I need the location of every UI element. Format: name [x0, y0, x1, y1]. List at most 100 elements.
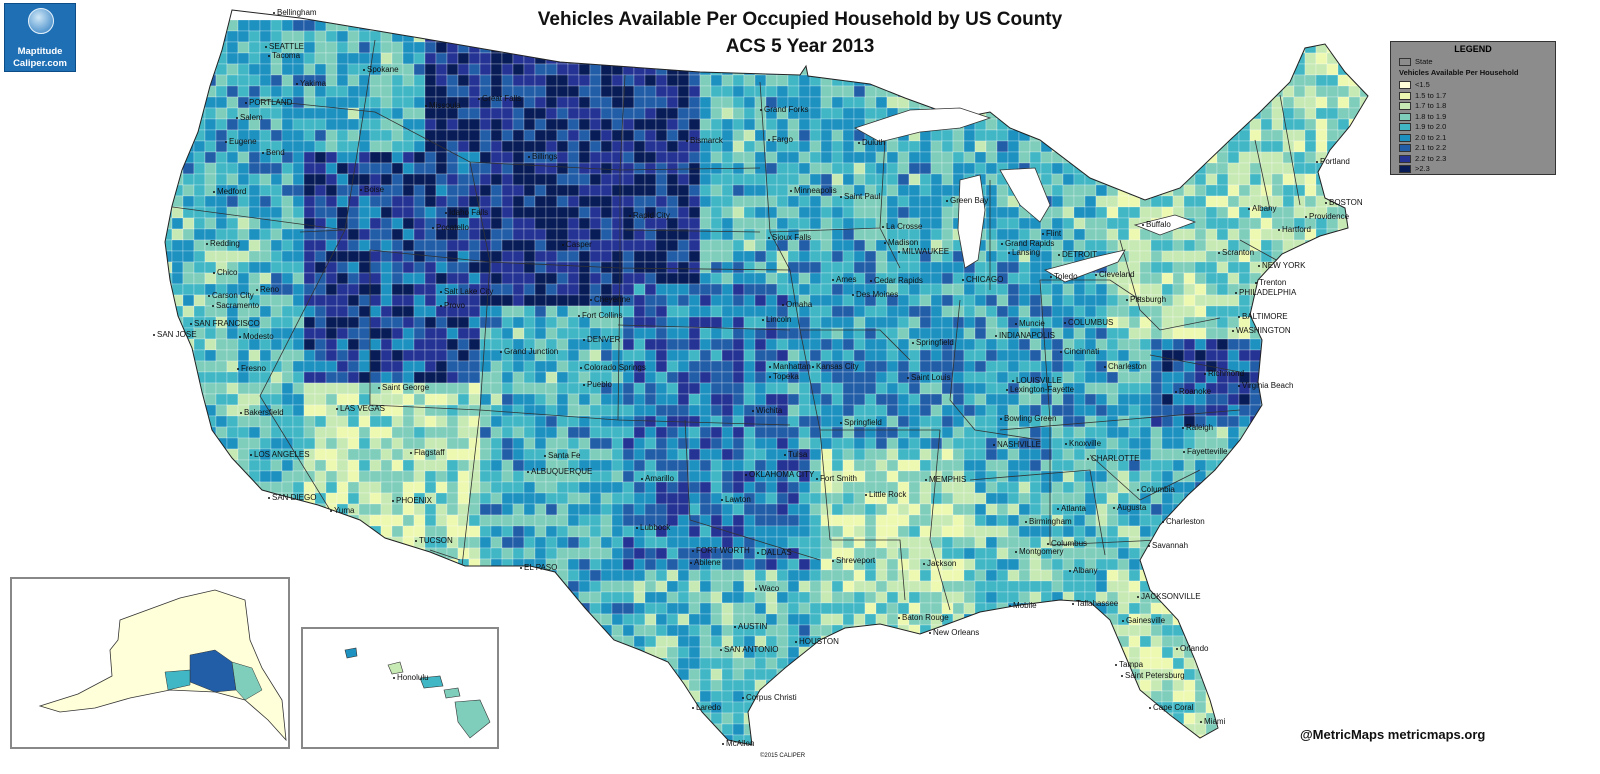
county-cell [314, 184, 327, 197]
county-cell [534, 217, 547, 230]
county-cell [732, 107, 745, 120]
county-cell [336, 426, 349, 439]
county-cell [1161, 492, 1174, 505]
county-cell [457, 481, 470, 494]
county-cell [165, 140, 173, 153]
county-cell [886, 349, 899, 362]
county-cell [358, 426, 371, 439]
county-cell [435, 327, 448, 340]
county-cell [1337, 338, 1350, 351]
county-cell [1161, 173, 1174, 186]
county-cell [710, 206, 723, 219]
county-cell [655, 250, 668, 263]
county-cell [468, 382, 481, 395]
county-cell [820, 206, 833, 219]
county-cell [204, 85, 217, 98]
county-cell [600, 470, 613, 483]
county-cell [1216, 63, 1229, 76]
county-cell [1371, 240, 1382, 251]
county-cell [853, 338, 866, 351]
county-cell [655, 360, 668, 373]
county-cell [622, 448, 635, 461]
county-cell [1128, 206, 1141, 219]
county-cell [1117, 239, 1130, 252]
county-cell [798, 437, 811, 450]
county-cell [512, 437, 525, 450]
county-cell [281, 294, 294, 307]
county-cell [292, 140, 305, 153]
county-cell [721, 459, 734, 472]
county-cell [776, 338, 789, 351]
county-cell [1216, 305, 1229, 318]
county-cell [809, 371, 822, 384]
county-cell [512, 107, 525, 120]
county-cell [754, 228, 767, 241]
county-cell [1051, 129, 1064, 142]
county-cell [600, 96, 613, 109]
county-cell [1227, 96, 1240, 109]
county-cell [424, 415, 437, 428]
county-cell [908, 173, 921, 186]
county-cell [1260, 63, 1273, 76]
county-cell [1359, 382, 1368, 395]
county-cell [600, 195, 613, 208]
county-cell [1238, 85, 1251, 98]
county-cell [809, 349, 822, 362]
county-cell [402, 217, 415, 230]
county-cell [1216, 129, 1229, 142]
county-cell [534, 305, 547, 318]
county-cell [424, 327, 437, 340]
county-cell [721, 382, 734, 395]
county-cell [666, 74, 679, 87]
county-cell [974, 492, 987, 505]
county-cell [1271, 129, 1284, 142]
county-cell [556, 503, 569, 516]
county-cell [545, 393, 558, 406]
county-cell [1007, 294, 1020, 307]
county-cell [534, 184, 547, 197]
county-cell [985, 206, 998, 219]
county-cell [358, 305, 371, 318]
county-cell [1227, 151, 1240, 164]
county-cell [754, 294, 767, 307]
county-cell [897, 283, 910, 296]
county-cell [182, 96, 195, 109]
county-cell [1359, 294, 1368, 307]
county-cell [150, 185, 161, 196]
county-cell [193, 470, 206, 483]
county-cell [567, 250, 580, 263]
county-cell [512, 415, 525, 428]
county-cell [1260, 140, 1273, 153]
county-cell [457, 195, 470, 208]
county-cell [1018, 85, 1031, 98]
county-cell [875, 470, 888, 483]
county-cell [270, 63, 283, 76]
county-cell [1238, 162, 1251, 175]
county-cell [1326, 85, 1339, 98]
county-cell [325, 481, 338, 494]
county-cell [380, 426, 393, 439]
county-cell [853, 63, 866, 76]
county-cell [1260, 228, 1273, 241]
county-cell [303, 228, 316, 241]
county-cell [820, 426, 833, 439]
county-cell [721, 107, 734, 120]
county-cell [589, 206, 602, 219]
county-cell [1304, 316, 1317, 329]
county-cell [897, 151, 910, 164]
county-cell [1051, 448, 1064, 461]
county-cell [314, 437, 327, 450]
county-cell [578, 503, 591, 516]
county-cell [413, 349, 426, 362]
county-cell [512, 327, 525, 340]
county-cell [1139, 349, 1152, 362]
county-cell [974, 162, 987, 175]
county-cell [215, 206, 228, 219]
county-cell [391, 393, 404, 406]
county-cell [1249, 96, 1262, 109]
county-cell [215, 503, 228, 516]
county-cell [732, 404, 745, 417]
county-cell [391, 371, 404, 384]
county-cell [325, 360, 338, 373]
county-cell [908, 360, 921, 373]
